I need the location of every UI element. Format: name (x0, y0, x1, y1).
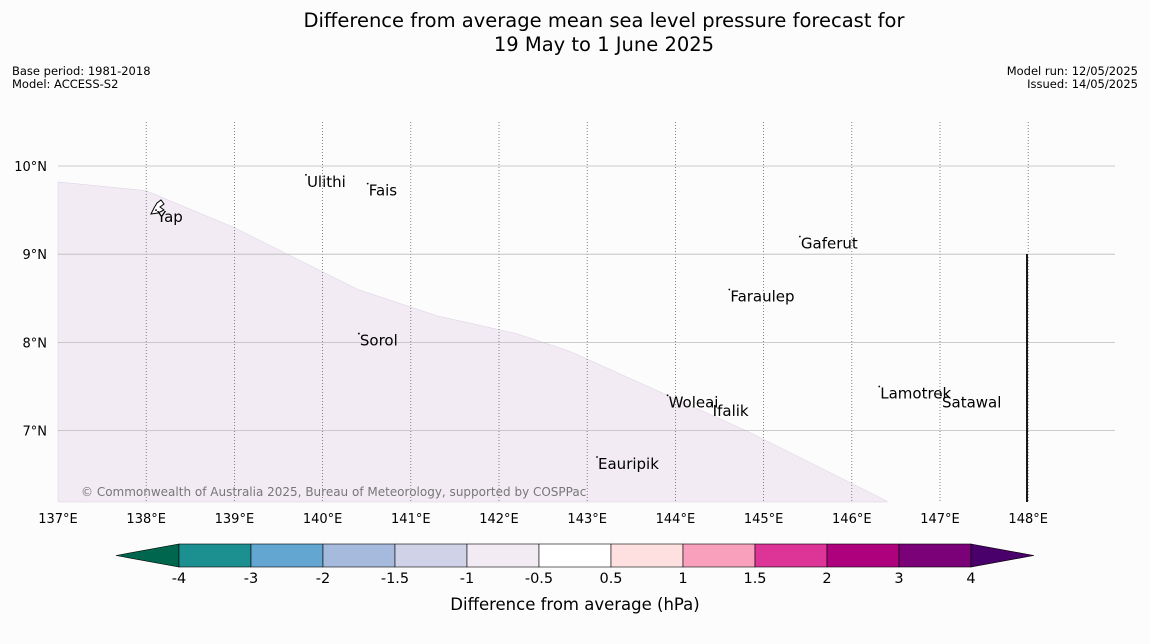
place-label: Satawal (942, 393, 1001, 411)
place-satawal: Satawal (940, 393, 1001, 411)
island-marker (366, 182, 369, 185)
base-info: Base period: 1981-2018 Model: ACCESS-S2 (12, 65, 151, 91)
yap-coastline (150, 199, 165, 215)
issued-text: Issued: 14/05/2025 (1027, 77, 1138, 91)
place-lamotrek: Lamotrek (878, 385, 952, 403)
place-label: Ulithi (307, 173, 346, 191)
colorbar-tick-label: 2 (822, 571, 831, 587)
colorbar-bin (610, 543, 684, 568)
pressure-anomaly-region (57, 181, 888, 503)
colorbar-tick-label: 3 (894, 571, 903, 587)
longitude-tick-label: 145°E (744, 512, 784, 527)
title-line-1: Difference from average mean sea level p… (303, 9, 905, 32)
colorbar-tick-label: -1 (460, 571, 474, 587)
place-sorol: Sorol (357, 332, 398, 350)
latitude-tick-label: 9°N (23, 248, 48, 263)
island-marker (666, 394, 669, 397)
island-marker (305, 173, 307, 176)
colorbar-extend-high (970, 543, 1035, 568)
latitude-tick-label: 8°N (23, 336, 48, 351)
colorbar-bin (682, 543, 756, 568)
colorbar-bin (394, 543, 468, 568)
place-label: Sorol (360, 332, 398, 350)
longitude-tick-label: 138°E (126, 512, 166, 527)
longitude-tick-label: 140°E (303, 512, 343, 527)
island-marker (710, 403, 713, 406)
island-marker (155, 209, 157, 212)
longitude-tick-label: 142°E (479, 512, 519, 527)
island-marker (728, 288, 731, 291)
colorbar-bin (322, 543, 396, 568)
colorbar-tick-label: 1.5 (743, 571, 766, 587)
place-label: Lamotrek (880, 385, 951, 403)
colorbar-bin (898, 543, 972, 568)
place-faraulep: Faraulep (728, 287, 795, 305)
place-ifalik: Ifalik (710, 402, 749, 420)
latitude-tick-label: 7°N (23, 425, 48, 440)
place-gaferut: Gaferut (798, 235, 858, 253)
island-marker (596, 456, 598, 458)
latitude-tick-label: 10°N (14, 160, 47, 175)
place-eauripik: Eauripik (596, 455, 659, 473)
longitude-tick-label: 143°E (567, 512, 607, 527)
island-marker (878, 385, 881, 388)
colorbar-bin (178, 543, 252, 568)
model-run-text: Model run: 12/05/2025 (1006, 64, 1138, 78)
colorbar-extend-low (115, 543, 180, 568)
colorbar-bin (250, 543, 324, 568)
map-title: Difference from average mean sea level p… (0, 9, 1150, 57)
base-period-text: Base period: 1981-2018 (12, 64, 151, 78)
place-yap: Yap (155, 208, 183, 226)
colorbar-bin (466, 543, 540, 568)
island-marker (798, 235, 801, 238)
place-label: Eauripik (598, 455, 659, 473)
colorbar-label: Difference from average (hPa) (450, 595, 699, 614)
colorbar-tick-label: 1 (678, 571, 687, 587)
model-text: Model: ACCESS-S2 (12, 77, 119, 91)
colorbar-tick-label: -2 (316, 571, 330, 587)
title-line-2: 19 May to 1 June 2025 (493, 33, 715, 56)
place-label: Woleai (669, 393, 719, 411)
run-info: Model run: 12/05/2025 Issued: 14/05/2025 (1007, 65, 1138, 91)
colorbar-bin (538, 543, 612, 568)
colorbar-tick-label: -4 (172, 571, 186, 587)
longitude-tick-label: 147°E (920, 512, 960, 527)
place-label: Yap (156, 208, 183, 226)
longitude-tick-label: 144°E (656, 512, 696, 527)
colorbar-tick-label: -0.5 (525, 571, 553, 587)
longitude-tick-label: 141°E (391, 512, 431, 527)
colorbar-tick-label: -1.5 (381, 571, 409, 587)
place-label: Faraulep (730, 287, 794, 305)
colorbar-bin (826, 543, 900, 568)
place-fais: Fais (366, 182, 398, 200)
colorbar-bin (754, 543, 828, 568)
longitude-tick-label: 139°E (215, 512, 255, 527)
colorbar-tick-label: 0.5 (599, 571, 622, 587)
copyright-text: © Commonwealth of Australia 2025, Bureau… (81, 485, 586, 499)
place-label: Gaferut (801, 235, 858, 253)
island-marker (357, 332, 360, 335)
place-ulithi: Ulithi (305, 173, 346, 191)
place-label: Fais (369, 182, 398, 200)
colorbar-tick-label: 4 (966, 571, 975, 587)
longitude-tick-label: 148°E (1008, 512, 1048, 527)
longitude-tick-label: 146°E (832, 512, 872, 527)
place-label: Ifalik (713, 402, 749, 420)
place-woleai: Woleai (666, 393, 719, 411)
island-marker (940, 394, 942, 397)
longitude-tick-label: 137°E (38, 512, 78, 527)
colorbar-tick-label: -3 (244, 571, 258, 587)
